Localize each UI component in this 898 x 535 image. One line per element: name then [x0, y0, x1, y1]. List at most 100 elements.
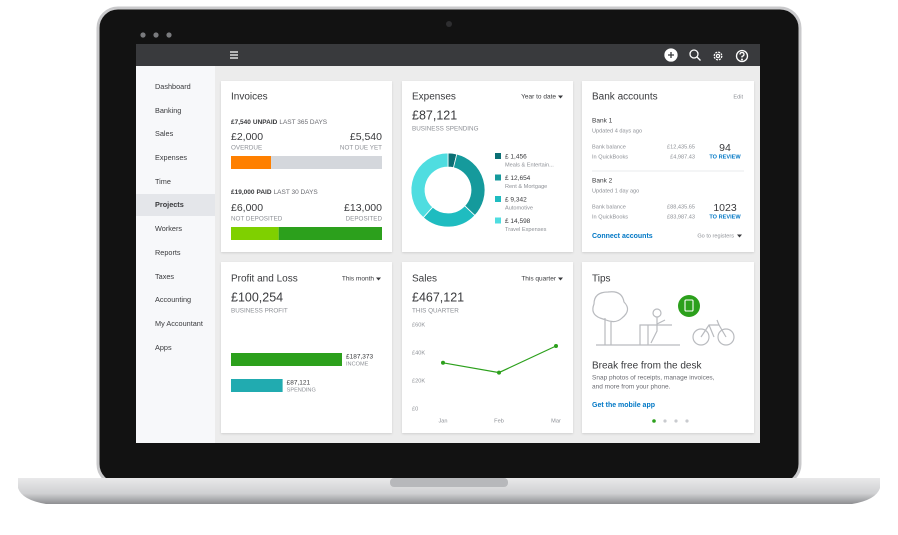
nav-item[interactable]: Taxes — [155, 272, 174, 281]
legend-category: Meals & Entertain... — [505, 162, 554, 168]
invoice-caption: NOT DEPOSITED — [231, 216, 283, 223]
pl-caption: INCOME — [346, 361, 369, 367]
review-link[interactable]: TO REVIEW — [709, 214, 741, 220]
y-tick-label: £20K — [412, 378, 425, 384]
tips-body: Snap photos of receipts, manage invoices… — [592, 375, 715, 382]
tips-app-icon — [678, 295, 700, 317]
y-tick-label: £60K — [412, 322, 425, 328]
invoice-bar-segment — [231, 156, 272, 169]
legend-amount: £ 1,456 — [505, 154, 527, 161]
invoice-bar-segment — [278, 227, 382, 240]
nav-item[interactable]: Projects — [155, 200, 184, 209]
period-dropdown[interactable]: Year to date — [521, 94, 556, 101]
menu-icon[interactable] — [230, 51, 238, 59]
pl-caption: SPENDING — [287, 387, 316, 393]
total-amount: £87,121 — [412, 108, 457, 122]
invoice-summary: £19,000 PAID LAST 30 DAYS — [231, 189, 318, 196]
card-title: Profit and Loss — [231, 274, 298, 285]
nav-item[interactable]: Accounting — [155, 295, 191, 304]
books-label: In QuickBooks — [592, 214, 628, 220]
period-dropdown[interactable]: This quarter — [521, 276, 557, 283]
total-caption: THIS QUARTER — [412, 308, 459, 315]
legend-amount: £ 12,654 — [505, 175, 531, 182]
carousel-dots[interactable] — [652, 419, 689, 423]
invoice-bar-segment — [271, 156, 382, 169]
sales-point — [441, 360, 445, 365]
invoice-bar-segment — [231, 227, 279, 240]
nav-item[interactable]: Apps — [155, 343, 172, 352]
card-title: Invoices — [231, 92, 268, 103]
balance-label: Bank balance — [592, 204, 626, 210]
invoice-summary: £7,540 UNPAID LAST 365 DAYS — [231, 119, 328, 126]
legend-amount: £ 14,598 — [505, 218, 531, 225]
invoice-amount: £7,540 — [231, 119, 251, 126]
tips-link[interactable]: Get the mobile app — [592, 402, 655, 409]
dropdown-carets — [376, 95, 742, 281]
period-dropdown[interactable]: This month — [342, 276, 375, 283]
card-title: Sales — [412, 274, 437, 285]
sidebar — [136, 66, 215, 443]
legend-category: Automotive — [505, 205, 533, 211]
donut-segment — [410, 152, 449, 219]
add-icon[interactable] — [664, 48, 678, 62]
laptop-base — [18, 478, 880, 504]
nav-item[interactable]: Expenses — [155, 153, 187, 162]
books-amount: £83,987.43 — [667, 214, 695, 220]
review-count: 94 — [719, 142, 731, 154]
total-amount: £100,254 — [231, 290, 283, 304]
invoice-amount: £19,000 — [231, 189, 255, 196]
bank-updated: Updated 1 day ago — [592, 188, 639, 194]
legend-amount: £ 9,342 — [505, 197, 527, 204]
legend-category: Rent & Mortgage — [505, 184, 547, 190]
base-notch — [390, 478, 508, 487]
bank-name: Bank 1 — [592, 118, 613, 125]
invoice-period: LAST 365 DAYS — [279, 119, 327, 126]
tips-body: and more from your phone. — [592, 384, 671, 391]
nav-item[interactable]: Workers — [155, 224, 182, 233]
nav-item[interactable]: Sales — [155, 129, 174, 138]
pl-bar — [231, 353, 342, 366]
nav-item[interactable]: Banking — [155, 106, 181, 115]
invoice-status: UNPAID — [253, 119, 278, 126]
nav-item[interactable]: My Accountant — [155, 319, 203, 328]
invoice-caption: OVERDUE — [231, 145, 262, 152]
books-amount: £4,987.43 — [670, 154, 695, 160]
total-caption: BUSINESS SPENDING — [412, 126, 479, 133]
search-icon[interactable] — [689, 49, 701, 61]
tips-card — [582, 262, 754, 433]
pl-bar — [231, 379, 283, 392]
registers-dropdown[interactable]: Go to registers — [697, 233, 734, 239]
invoice-period: LAST 30 DAYS — [274, 189, 319, 196]
card-title: Bank accounts — [592, 92, 658, 103]
window-dots — [140, 32, 172, 38]
tips-heading: Break free from the desk — [592, 361, 702, 372]
tips-illustration — [592, 291, 735, 346]
profit-loss-card — [221, 262, 392, 433]
pl-amount: £87,121 — [287, 380, 311, 387]
legend-category: Travel Expenses — [505, 227, 547, 233]
sidebar-active — [136, 194, 215, 216]
review-count: 1023 — [713, 202, 737, 214]
legend-swatch — [495, 217, 501, 224]
invoice-caption: DEPOSITED — [346, 216, 383, 223]
sales-point — [554, 344, 558, 348]
card-title: Expenses — [412, 92, 456, 103]
tips-phone — [684, 299, 694, 312]
help-icon[interactable] — [735, 49, 749, 63]
review-link[interactable]: TO REVIEW — [709, 154, 741, 160]
nav-item[interactable]: Dashboard — [155, 82, 191, 91]
total-amount: £467,121 — [412, 290, 464, 304]
edit-link[interactable]: Edit — [733, 94, 743, 100]
settings-icon[interactable] — [713, 51, 723, 61]
nav-item[interactable]: Reports — [155, 248, 181, 257]
x-tick-label: Jan — [438, 418, 447, 424]
bank-name: Bank 2 — [592, 178, 613, 185]
invoice-amount-label: £2,000 — [231, 131, 263, 143]
legend-swatch — [495, 196, 501, 202]
connect-link[interactable]: Connect accounts — [592, 233, 653, 240]
bank-card — [582, 81, 754, 252]
invoice-amount-label: £5,540 — [350, 131, 382, 143]
nav-item[interactable]: Time — [155, 177, 171, 186]
balance-amount: £88,435.65 — [667, 204, 695, 210]
